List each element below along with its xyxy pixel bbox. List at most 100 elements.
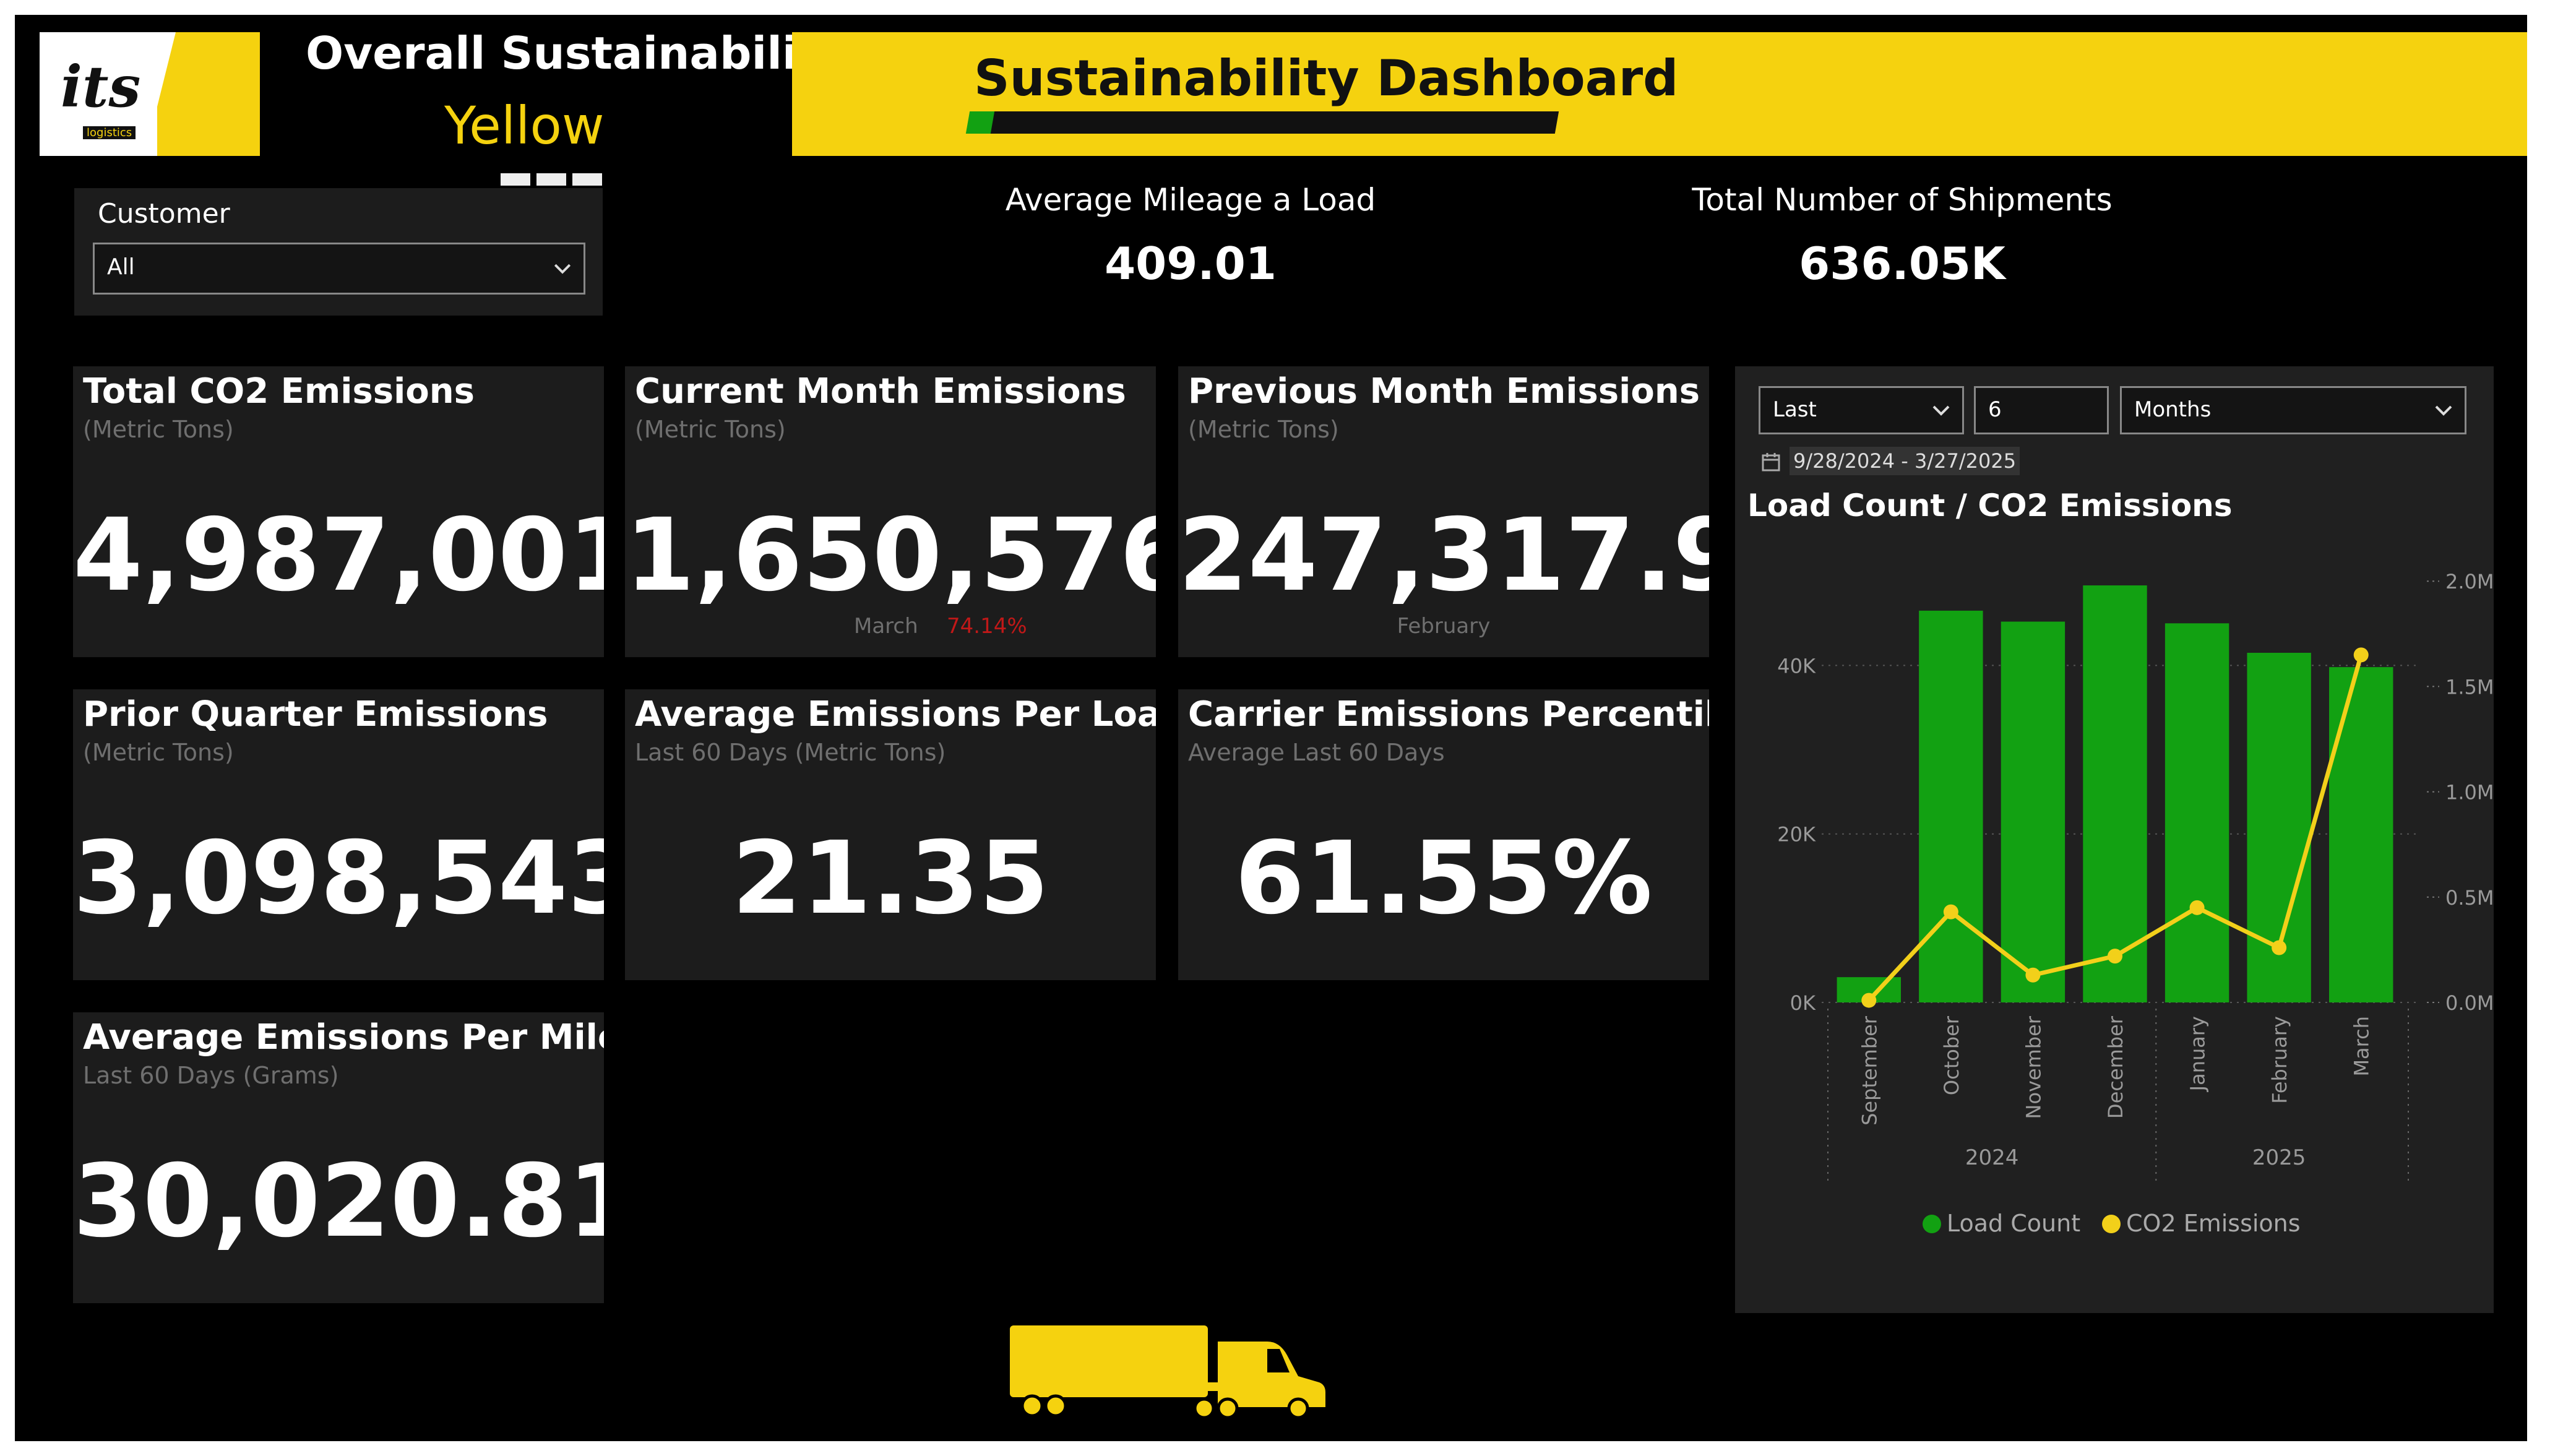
x-tick-label: January [2186,1016,2210,1092]
customer-dropdown[interactable]: All [93,243,585,295]
title-banner: Sustainability Dashboard [792,32,2527,156]
title-underline-accent [965,111,995,134]
month-change-percent: 74.14% [947,614,1027,639]
legend-marker-co2 [2102,1215,2121,1233]
y-left-tick-label: 40K [1777,654,1816,678]
card-subtitle: (Metric Tons) [635,416,786,443]
card-title: Carrier Emissions Percentile [1188,694,1709,734]
card-subtitle: Last 60 Days (Metric Tons) [635,739,946,766]
card-value: 247,317.92 [1178,498,1709,614]
load-count-bar [2083,585,2147,1002]
card-title: Total CO2 Emissions [83,371,475,411]
card-value: 21.35 [731,821,1049,937]
previous-month-name: February [1397,614,1491,639]
current-month-name: March [854,614,918,639]
y-right-tick-label: 1.5M [2445,675,2494,699]
load-count-bar [2164,623,2229,1002]
card-value: 3,098,543... [73,821,604,937]
calendar-icon[interactable] [1761,452,1782,473]
card-title: Previous Month Emissions [1188,371,1700,411]
chart-title: Load Count / CO2 Emissions [1747,488,2233,523]
card-value: 30,020.81 [73,1144,604,1260]
shipments-value: 636.05K [1799,238,2005,290]
chevron-down-icon [554,264,571,274]
overall-sustainability-label: Overall Sustainability [306,27,848,79]
card-subtitle: Average Last 60 Days [1188,739,1445,766]
relative-count-value: 6 [1988,397,2002,422]
y-right-tick-label: 2.0M [2445,570,2494,593]
customer-slicer: Customer All [74,188,603,316]
card-subtitle: Last 60 Days (Grams) [83,1062,339,1089]
chevron-down-icon [1932,405,1950,416]
co2-emissions-point [1943,904,1958,920]
avg-per-load-card: Average Emissions Per Load Last 60 Days … [625,689,1156,980]
dashboard-title: Sustainability Dashboard [974,50,1679,107]
card-title: Current Month Emissions [635,371,1126,411]
relative-mode-dropdown[interactable]: Last [1759,386,1964,434]
date-range: 9/28/2024 - 3/27/2025 [1790,447,2020,475]
legend-marker-load-count [1923,1215,1941,1233]
focus-mode-icon[interactable] [501,173,530,186]
y-left-tick-label: 0K [1790,991,1816,1015]
relative-unit-dropdown[interactable]: Months [2120,386,2466,434]
card-value: 4,987,001... [73,498,604,614]
title-underline [979,111,1559,134]
chart-panel: Last 6 Months 9/28/2024 - 3/27/2025 Load… [1735,366,2494,1313]
total-co2-card: Total CO2 Emissions (Metric Tons) 4,987,… [73,366,604,657]
legend-label: Load Count [1947,1210,2080,1237]
its-logo: its logistics [40,32,260,156]
relative-mode-value: Last [1773,397,1817,422]
x-tick-label: March [2350,1016,2374,1077]
load-count-bar [2001,621,2065,1002]
x-tick-label: February [2268,1016,2291,1104]
co2-emissions-point [2353,647,2369,663]
filter-icon[interactable] [572,173,602,186]
logo-subtext: logistics [83,126,136,139]
y-left-tick-label: 20K [1777,823,1816,846]
relative-count-input[interactable]: 6 [1974,386,2109,434]
card-subtitle: (Metric Tons) [83,739,234,766]
customer-dropdown-value: All [107,254,135,280]
logo-text: its [61,53,141,120]
chevron-down-icon [2435,405,2452,416]
load-count-bar [2329,667,2393,1002]
co2-emissions-point [1861,993,1877,1008]
card-subtitle: (Metric Tons) [83,416,234,443]
y-right-tick-label: 1.0M [2445,781,2494,804]
co2-emissions-point [2272,940,2287,955]
shipments-label: Total Number of Shipments [1692,182,2113,218]
co2-emissions-point [2108,949,2122,964]
prior-quarter-card: Prior Quarter Emissions (Metric Tons) 3,… [73,689,604,980]
card-title: Prior Quarter Emissions [83,694,548,734]
load-co2-chart: 0K 20K 40K 0.0M 0.5M 1.0M 1.5M 2.0M September Oct… [1777,570,2494,1237]
y-right-tick-label: 0.0M [2445,991,2494,1015]
relative-unit-value: Months [2134,397,2212,422]
truck-icon [1010,1325,1325,1419]
avg-mileage-label: Average Mileage a Load [1005,182,1376,218]
x-tick-label: December [2104,1015,2127,1119]
card-title: Average Emissions Per Mile [83,1017,604,1058]
co2-emissions-point [2025,967,2041,983]
card-subtitle: (Metric Tons) [1188,416,1339,443]
overall-sustainability-value: Yellow [444,95,605,156]
more-options-icon[interactable] [536,173,566,186]
current-month-card: Current Month Emissions (Metric Tons) 1,… [625,366,1156,657]
card-value: 61.55% [1234,821,1653,937]
y-right-tick-label: 0.5M [2445,886,2494,910]
load-count-bar [1919,610,1983,1002]
card-value: 1,650,576... [625,498,1156,614]
avg-mileage-value: 409.01 [1105,238,1277,290]
x-tick-label: November [2022,1015,2045,1119]
customer-label: Customer [98,198,230,230]
year-label: 2025 [2252,1145,2306,1170]
previous-month-card: Previous Month Emissions (Metric Tons) 2… [1178,366,1709,657]
card-title: Average Emissions Per Load [635,694,1156,734]
co2-emissions-point [2189,900,2205,915]
year-label: 2024 [1965,1145,2019,1170]
x-tick-label: October [1940,1015,1963,1095]
legend-label: CO2 Emissions [2126,1210,2301,1237]
x-tick-label: September [1858,1015,1881,1126]
carrier-percentile-card: Carrier Emissions Percentile Average Las… [1178,689,1709,980]
dashboard-frame: its logistics Overall Sustainability Yel… [15,15,2527,1441]
avg-per-mile-card: Average Emissions Per Mile Last 60 Days … [73,1012,604,1303]
